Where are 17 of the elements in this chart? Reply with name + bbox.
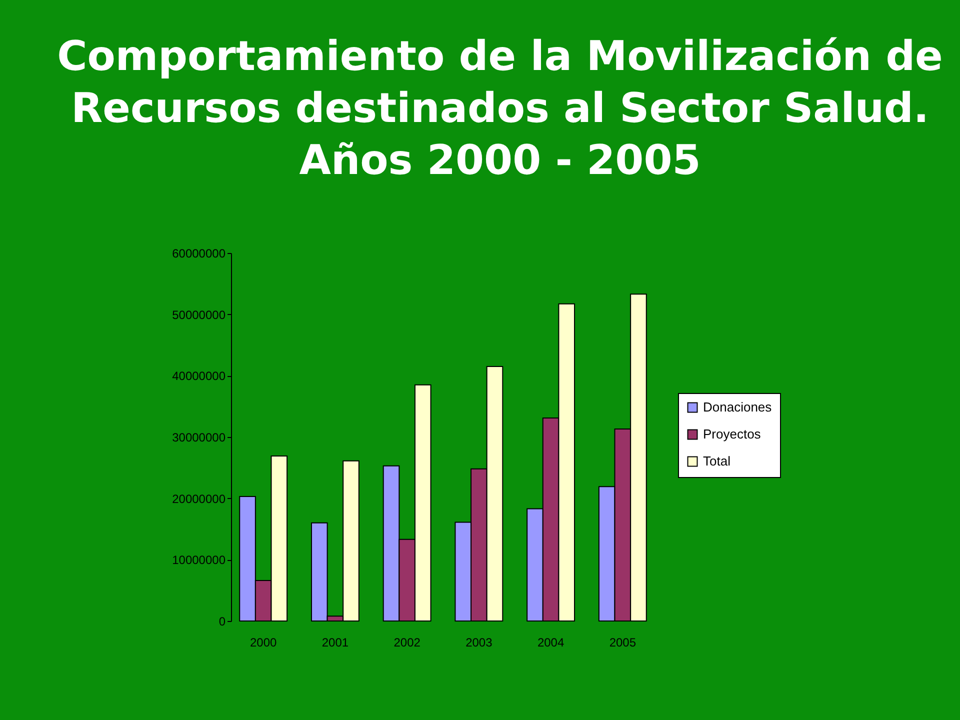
x-tick-label: 2001 xyxy=(322,636,349,650)
chart-title: Comportamiento de la Movilización de Recursos destinados al Sector Salud. Años 2000 - 2005 xyxy=(57,32,943,184)
legend-label: Total xyxy=(703,454,731,468)
legend-label: Donaciones xyxy=(703,400,772,414)
x-tick-label: 2000 xyxy=(250,636,278,650)
y-tick-label: 0 xyxy=(218,614,226,628)
x-tick-label: 2004 xyxy=(537,636,564,650)
y-tick-label: 60000000 xyxy=(172,246,226,260)
x-tick-label: 2005 xyxy=(609,636,636,650)
x-tick-label: 2003 xyxy=(466,636,493,650)
y-tick-label: 30000000 xyxy=(172,430,226,444)
y-tick-label: 10000000 xyxy=(172,553,226,568)
y-tick-label: 50000000 xyxy=(172,308,226,322)
legend-label: Proyectos xyxy=(703,426,762,442)
y-tick-label: 20000000 xyxy=(172,492,226,506)
x-tick-label: 2002 xyxy=(394,636,421,650)
y-tick-label: 40000000 xyxy=(172,369,226,384)
